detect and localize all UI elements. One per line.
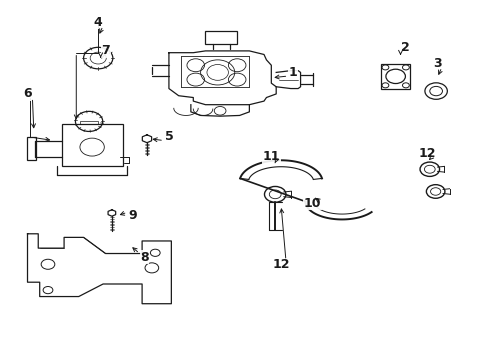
Text: 1: 1 xyxy=(288,66,297,79)
Bar xyxy=(26,137,36,160)
Bar xyxy=(380,64,409,89)
Text: 5: 5 xyxy=(164,130,173,144)
Text: 11: 11 xyxy=(262,150,280,163)
Bar xyxy=(205,31,237,44)
Text: 6: 6 xyxy=(23,87,32,100)
Bar xyxy=(61,125,122,166)
Bar xyxy=(80,121,98,125)
Text: 12: 12 xyxy=(272,258,289,271)
Text: 12: 12 xyxy=(418,147,435,159)
Text: 2: 2 xyxy=(400,41,409,54)
Text: 9: 9 xyxy=(128,210,136,222)
Text: 4: 4 xyxy=(94,16,102,29)
Text: 10: 10 xyxy=(304,197,321,210)
Text: 7: 7 xyxy=(101,44,110,57)
Text: 3: 3 xyxy=(432,57,441,70)
Text: 8: 8 xyxy=(140,251,148,264)
